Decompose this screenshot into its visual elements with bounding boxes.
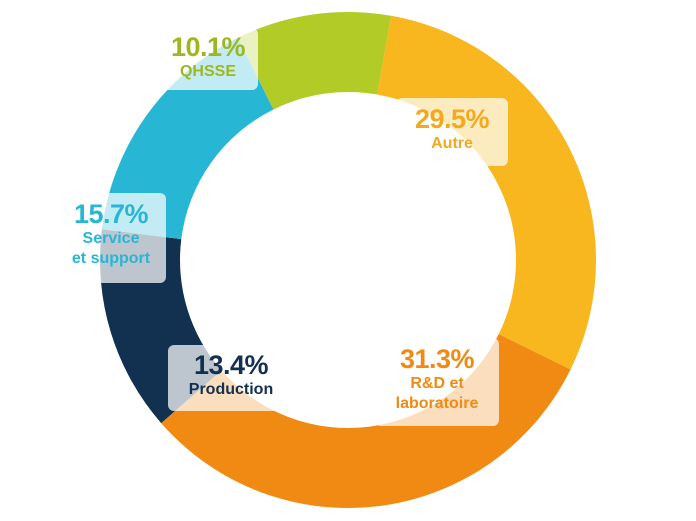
slice-qhsse: [237, 12, 392, 110]
label-rd-name-line2: laboratoire: [395, 395, 479, 412]
label-qhsse-percent: 10.1%: [170, 32, 246, 62]
label-qhsse: 10.1% QHSSE: [158, 28, 258, 90]
slice-autre: [377, 15, 596, 370]
label-production-name: Production: [188, 381, 274, 398]
label-production: 13.4% Production: [168, 345, 294, 411]
label-service-percent: 15.7%: [73, 199, 149, 229]
label-rd-name-line1: R&D et: [410, 375, 464, 392]
label-autre: 29.5% Autre: [396, 98, 508, 166]
label-service-name-line2: et support: [71, 250, 151, 267]
label-autre-percent: 29.5%: [414, 104, 490, 134]
label-production-percent: 13.4%: [193, 350, 269, 380]
label-autre-name: Autre: [431, 135, 473, 152]
label-qhsse-name: QHSSE: [179, 63, 236, 80]
label-rd: 31.3% R&D et laboratoire: [375, 338, 499, 426]
label-service: 15.7% Service et support: [56, 193, 166, 283]
label-service-name-line1: Service: [82, 230, 140, 247]
label-rd-percent: 31.3%: [399, 344, 475, 374]
